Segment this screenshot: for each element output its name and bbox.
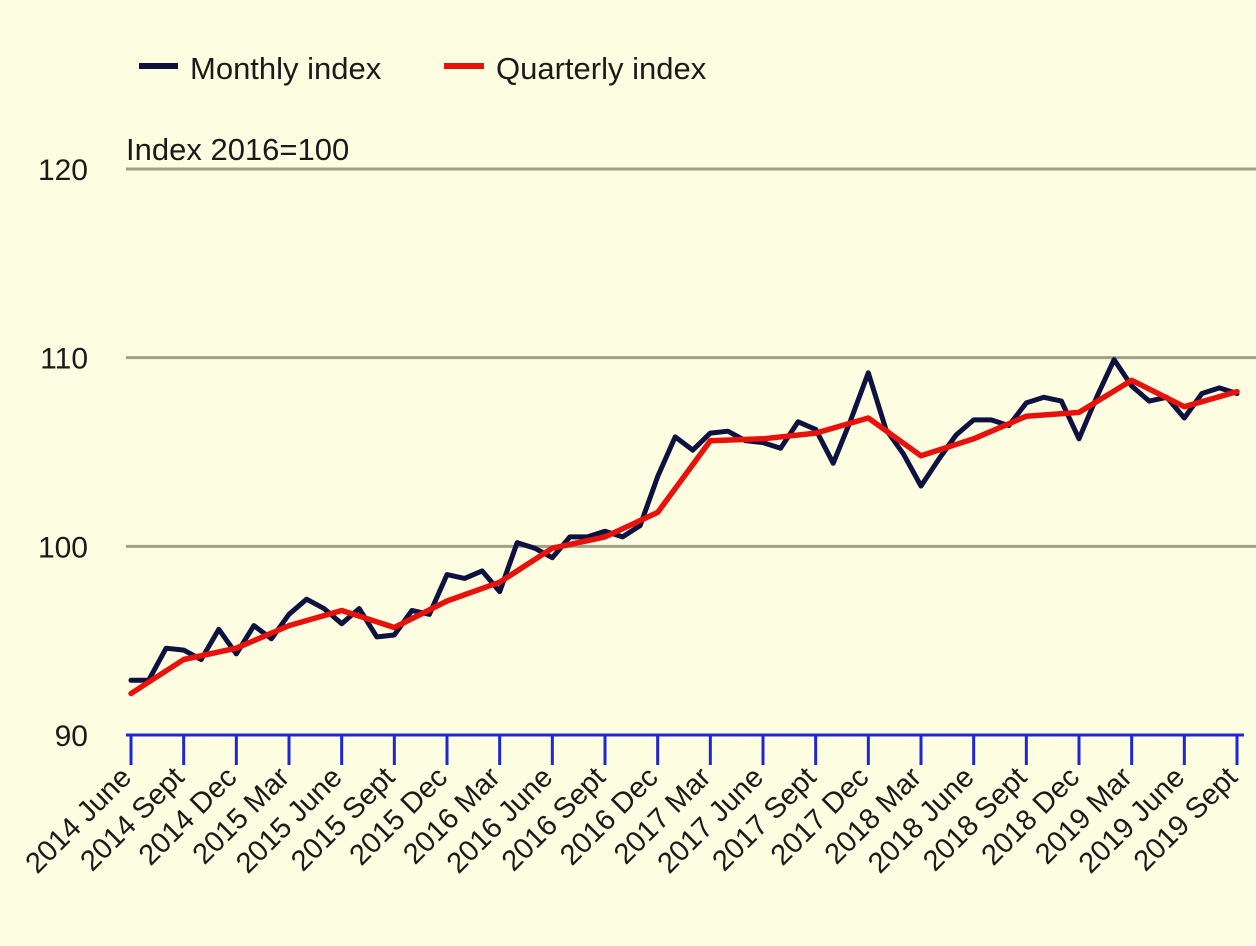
data-point-quarterly-index <box>1129 378 1134 383</box>
data-point-monthly-index <box>181 647 186 653</box>
data-point-quarterly-index <box>1076 410 1082 415</box>
data-point-quarterly-index <box>497 579 502 585</box>
y-tick-label: 120 <box>38 154 88 187</box>
data-point-monthly-index <box>234 651 239 657</box>
data-point-monthly-index <box>163 646 169 651</box>
data-point-monthly-index <box>1024 400 1029 406</box>
series-line-quarterly-index <box>128 377 1240 697</box>
data-point-monthly-index <box>725 429 731 434</box>
data-point-monthly-index <box>1111 357 1117 362</box>
data-point-monthly-index <box>444 572 450 577</box>
data-point-monthly-index <box>866 370 871 375</box>
data-point-quarterly-index <box>392 625 397 630</box>
y-axis-label: Index 2016=100 <box>126 132 349 167</box>
data-point-monthly-index <box>532 546 537 551</box>
data-point-monthly-index <box>1076 436 1082 441</box>
data-point-monthly-index <box>936 457 941 462</box>
data-point-quarterly-index <box>1024 413 1029 419</box>
data-point-monthly-index <box>462 576 467 581</box>
data-point-monthly-index <box>497 589 502 594</box>
gridlines <box>126 167 1256 548</box>
data-point-quarterly-index <box>234 646 239 651</box>
data-point-quarterly-index <box>286 623 292 628</box>
data-point-quarterly-index <box>339 608 344 613</box>
data-point-monthly-index <box>1199 391 1205 396</box>
data-point-monthly-index <box>128 678 134 683</box>
data-point-quarterly-index <box>708 438 713 443</box>
data-point-monthly-index <box>918 483 924 489</box>
data-point-monthly-index <box>1182 415 1187 421</box>
data-point-monthly-index <box>392 632 397 638</box>
data-point-monthly-index <box>673 434 678 440</box>
data-point-monthly-index <box>409 608 415 613</box>
data-point-monthly-index <box>216 627 221 632</box>
series-line-monthly-index <box>128 357 1240 683</box>
data-point-monthly-index <box>374 634 379 640</box>
data-point-monthly-index <box>550 555 555 560</box>
data-point-monthly-index <box>778 446 783 451</box>
data-point-monthly-index <box>620 534 625 540</box>
data-point-monthly-index <box>567 534 573 540</box>
data-point-monthly-index <box>831 461 836 466</box>
data-point-monthly-index <box>655 474 660 479</box>
data-point-quarterly-index <box>602 534 608 540</box>
y-tick-label: 100 <box>38 531 88 564</box>
data-point-monthly-index <box>357 606 362 611</box>
data-point-monthly-index <box>286 612 292 617</box>
data-point-monthly-index <box>637 523 643 528</box>
legend-label-monthly: Monthly index <box>190 51 382 86</box>
data-point-quarterly-index <box>866 415 871 421</box>
data-point-monthly-index <box>690 447 695 453</box>
data-point-monthly-index <box>1129 383 1134 389</box>
x-axis <box>126 733 1244 765</box>
data-point-quarterly-index <box>971 436 976 441</box>
data-point-monthly-index <box>1147 398 1152 404</box>
data-point-quarterly-index <box>444 598 450 604</box>
data-point-monthly-index <box>1059 398 1064 404</box>
data-point-monthly-index <box>1041 395 1047 400</box>
y-tick-label: 110 <box>40 343 88 376</box>
data-point-quarterly-index <box>918 453 924 458</box>
data-point-monthly-index <box>901 451 906 457</box>
data-point-monthly-index <box>339 621 344 626</box>
data-point-monthly-index <box>953 432 959 438</box>
data-point-quarterly-index <box>550 546 555 551</box>
data-point-quarterly-index <box>760 436 766 441</box>
data-point-quarterly-index <box>813 430 818 436</box>
series <box>128 357 1240 697</box>
data-point-monthly-index <box>708 430 713 436</box>
data-point-monthly-index <box>269 636 274 641</box>
data-point-quarterly-index <box>181 657 186 662</box>
data-point-monthly-index <box>479 568 485 574</box>
data-point-quarterly-index <box>1182 404 1187 409</box>
data-point-quarterly-index <box>1234 389 1240 394</box>
data-point-monthly-index <box>795 419 801 425</box>
data-point-quarterly-index <box>128 691 134 696</box>
y-tick-labels: 90 100 110 120 <box>38 154 88 753</box>
y-tick-label: 90 <box>55 720 88 753</box>
data-point-monthly-index <box>321 606 327 611</box>
data-point-monthly-index <box>515 540 520 545</box>
legend: Monthly index Quarterly index <box>139 51 707 86</box>
data-point-monthly-index <box>1217 385 1222 391</box>
data-point-monthly-index <box>304 596 309 602</box>
legend-label-quarterly: Quarterly index <box>496 51 707 86</box>
data-point-quarterly-index <box>655 510 660 515</box>
data-point-monthly-index <box>602 529 608 534</box>
data-point-monthly-index <box>989 417 994 423</box>
data-point-monthly-index <box>251 623 257 628</box>
data-point-monthly-index <box>971 417 976 423</box>
